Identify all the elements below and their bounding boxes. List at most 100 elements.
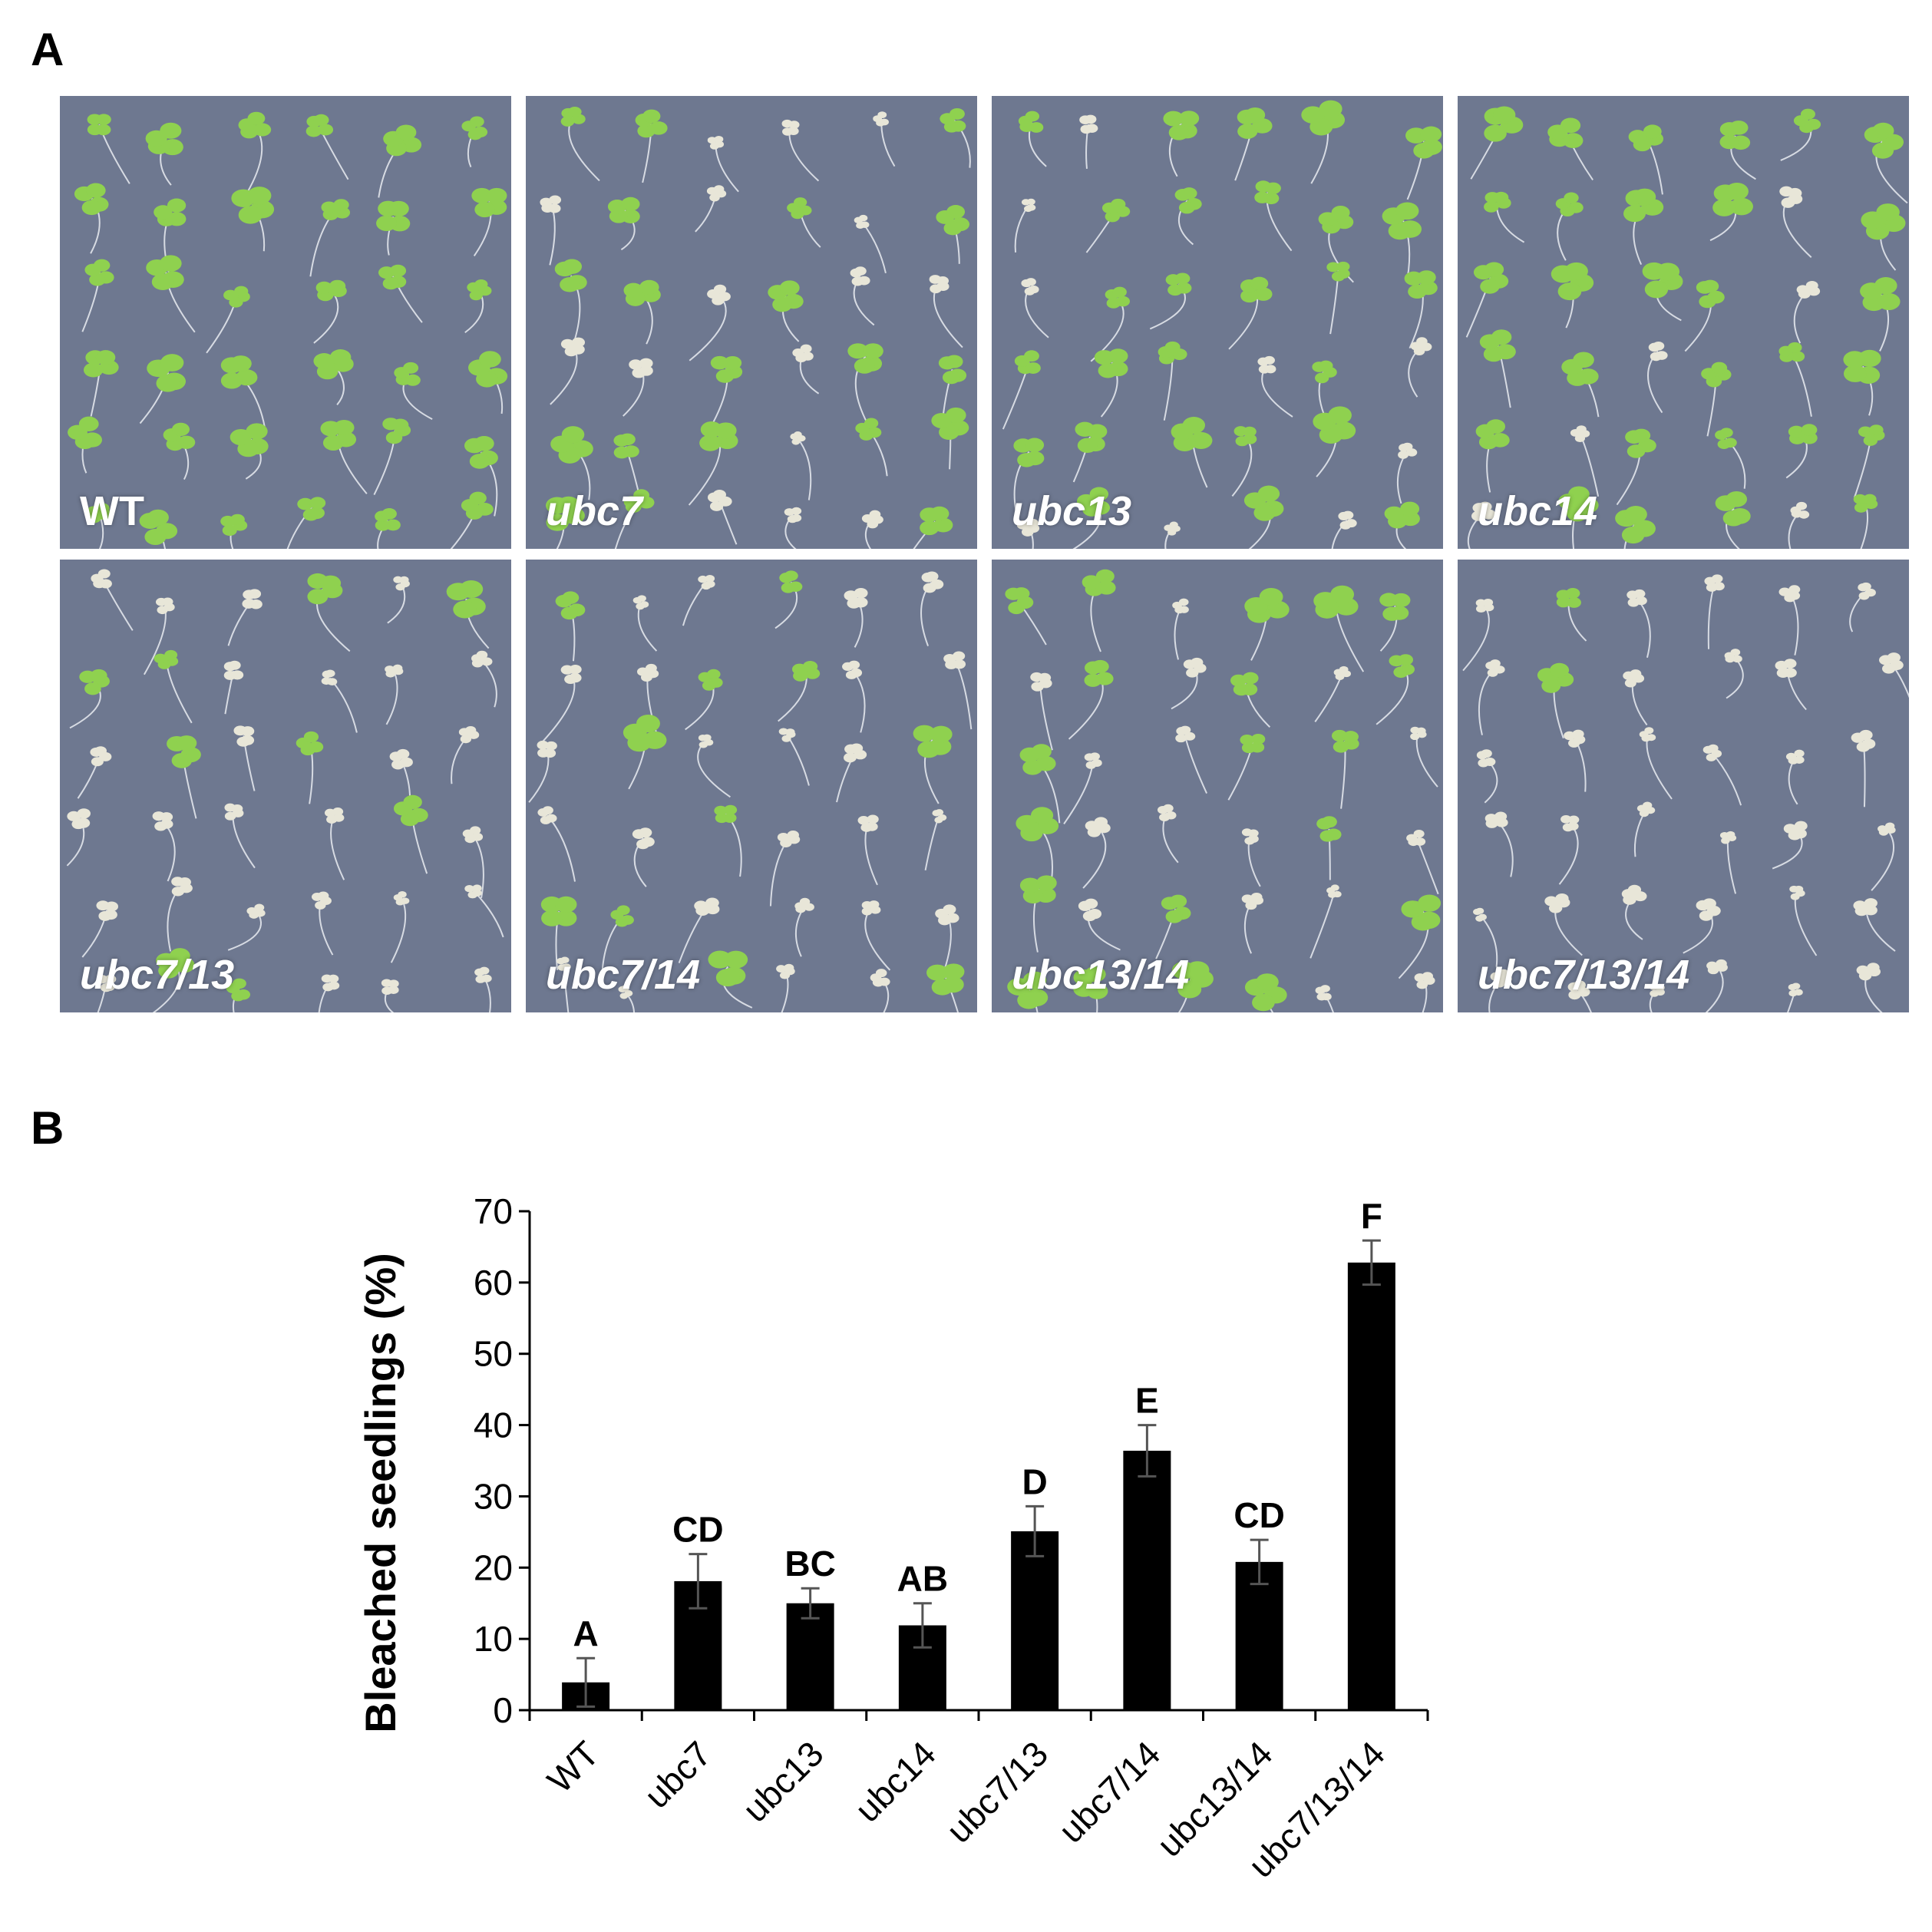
seedling-root (385, 670, 398, 725)
bleached-seedling-leaf (98, 910, 112, 921)
bleached-seedling-leaf (1856, 965, 1870, 976)
green-seedling-leaf (636, 714, 660, 733)
bleached-seedling-leaf (1788, 989, 1798, 997)
bleached-seedling-leaf (1263, 355, 1275, 365)
green-seedling-leaf (706, 669, 721, 679)
green-seedling-leaf (1250, 276, 1269, 291)
seedling-root (880, 118, 896, 167)
bleached-seedling-leaf (224, 811, 236, 821)
bleached-seedling-leaf (867, 814, 879, 824)
bleached-seedling-leaf (1572, 729, 1584, 738)
green-seedling-leaf (1388, 222, 1412, 240)
green-seedling-leaf (710, 355, 729, 370)
green-seedling-leaf (1573, 352, 1594, 368)
seedling-root (1871, 828, 1894, 891)
bleached-seedling-leaf (1406, 834, 1418, 843)
bleached-seedling-leaf (1887, 652, 1901, 663)
seedling-image (1465, 106, 1908, 549)
bleached-seedling-leaf (1330, 884, 1339, 891)
green-seedling-leaf (164, 649, 178, 660)
bleached-seedling-leaf (321, 677, 332, 685)
bleached-seedling-leaf (930, 284, 942, 294)
green-seedling-leaf (1483, 346, 1504, 362)
seedling-root (547, 814, 576, 882)
seedling-root (788, 127, 820, 182)
bleached-seedling-leaf (317, 891, 329, 900)
green-seedling-leaf (470, 116, 484, 127)
green-seedling-leaf (474, 279, 488, 289)
green-seedling-leaf (83, 362, 104, 378)
green-seedling-leaf (1644, 280, 1669, 299)
green-seedling-leaf (1863, 435, 1878, 446)
photo-genotype-label: ubc13 (1012, 488, 1132, 534)
seedling-image (66, 569, 504, 1012)
green-seedling-leaf (1178, 201, 1195, 214)
green-seedling-leaf (1257, 485, 1280, 502)
seedling-root (390, 898, 407, 963)
green-seedling-leaf (309, 497, 326, 510)
green-seedling-leaf (1233, 683, 1250, 696)
green-seedling-leaf (633, 489, 649, 501)
green-seedling-leaf (160, 122, 182, 139)
green-seedling-leaf (1711, 362, 1728, 375)
bleached-seedling-leaf (1783, 659, 1797, 669)
green-seedling-leaf (230, 514, 245, 525)
bleached-seedling-leaf (639, 358, 653, 368)
green-seedling-leaf (1726, 490, 1748, 507)
seedling-root (851, 669, 866, 733)
bleached-seedling-leaf (1258, 365, 1270, 374)
bleached-seedling-leaf (1568, 815, 1580, 824)
seedling-root (1495, 203, 1525, 243)
green-seedling-leaf (1174, 272, 1191, 285)
significance-letter: F (1361, 1196, 1382, 1236)
bleached-seedling-leaf (1650, 352, 1663, 362)
green-seedling-leaf (1729, 197, 1753, 216)
bleached-seedling-leaf (1478, 501, 1492, 512)
green-seedling-leaf (930, 506, 949, 521)
green-seedling-leaf (1095, 569, 1115, 583)
seedling-root (481, 659, 497, 708)
bleached-seedling-leaf (709, 500, 724, 511)
green-seedling-leaf (1318, 212, 1337, 226)
green-seedling-leaf (315, 281, 332, 294)
green-seedling-leaf (322, 434, 344, 451)
seedling-image (68, 111, 508, 549)
seedling-image (1002, 100, 1442, 549)
green-seedling-leaf (561, 426, 585, 444)
photo-tile: ubc13/14 (992, 560, 1443, 1012)
bleached-seedling-leaf (1794, 885, 1804, 893)
bleached-seedling-leaf (1711, 574, 1723, 583)
bleached-seedling-leaf (1025, 278, 1036, 286)
seedling-root (1039, 681, 1053, 751)
bleached-seedling-leaf (1031, 682, 1044, 692)
green-seedling-leaf (1719, 134, 1739, 150)
seedling-root (864, 907, 891, 971)
bleached-seedling-leaf (100, 983, 112, 992)
seedling-root (637, 602, 658, 652)
seedling-root (232, 811, 256, 869)
bleached-seedling-leaf (856, 222, 865, 229)
bleached-seedling-leaf (1485, 814, 1498, 824)
green-seedling-leaf (1493, 191, 1509, 203)
green-seedling-leaf (220, 372, 243, 389)
green-seedling-leaf (555, 896, 577, 913)
green-seedling-leaf (160, 354, 184, 372)
seedling-root (1163, 354, 1174, 421)
bleached-seedling-leaf (845, 670, 857, 679)
bleached-seedling-leaf (571, 337, 586, 348)
bleached-seedling-leaf (636, 839, 650, 850)
green-seedling-leaf (1253, 504, 1276, 521)
green-seedling-leaf (1240, 734, 1254, 745)
bleached-seedling-leaf (1781, 197, 1795, 208)
bleached-seedling-leaf (1175, 734, 1187, 743)
chart-bars: A CD BC AB D E CD F (562, 1196, 1395, 1710)
green-seedling-leaf (1393, 666, 1409, 679)
green-seedling-leaf (1384, 506, 1404, 521)
bleached-seedling-leaf (1244, 837, 1255, 845)
green-seedling-leaf (1398, 654, 1414, 665)
bleached-seedling-leaf (1805, 280, 1818, 291)
bleached-seedling-leaf (1568, 990, 1581, 1000)
green-seedling-leaf (1319, 360, 1333, 372)
green-seedling-leaf (779, 280, 800, 296)
bleached-seedling-leaf (709, 193, 720, 202)
